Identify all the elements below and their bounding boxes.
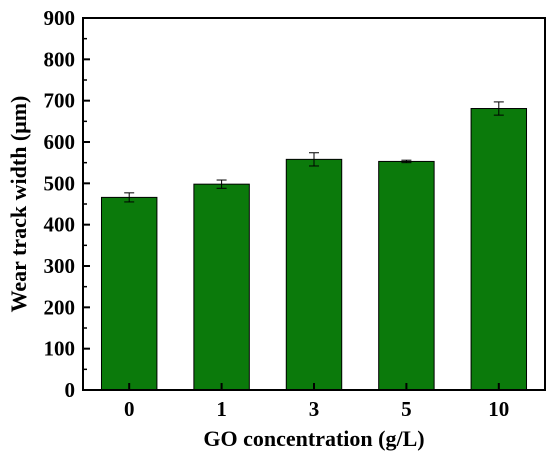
x-ticks-group: 0 1 3 5 10 (124, 383, 509, 421)
y-tick-label: 900 (44, 6, 76, 30)
bar-10 (470, 108, 528, 391)
error-bar-1 (216, 179, 227, 189)
y-tick-label: 300 (44, 254, 76, 278)
y-tick-label: 800 (44, 47, 76, 71)
error-bar-10 (493, 101, 504, 116)
y-tick-label: 400 (44, 213, 76, 237)
x-tick-label: 10 (488, 397, 509, 421)
y-ticks-group: 0 100 200 300 400 500 600 700 800 900 (44, 6, 90, 402)
y-tick-label: 0 (65, 378, 76, 402)
x-axis-title: GO concentration (g/L) (203, 426, 424, 451)
error-bar-3 (309, 152, 319, 167)
y-axis-title: Wear track width (μm) (6, 96, 31, 313)
y-tick-label: 600 (44, 130, 76, 154)
y-tick-label: 200 (44, 295, 76, 319)
plot-frame (82, 17, 546, 391)
bars-group (100, 108, 528, 391)
x-tick-label: 5 (401, 397, 412, 421)
bar-0 (100, 196, 158, 391)
error-bar-5 (401, 159, 412, 164)
y-tick-label: 700 (44, 89, 76, 113)
bar-3 (285, 158, 343, 391)
bar-1 (193, 183, 250, 391)
x-tick-label: 1 (216, 397, 227, 421)
error-bar-0 (124, 192, 135, 203)
y-tick-label: 100 (44, 337, 76, 361)
x-tick-label: 3 (309, 397, 320, 421)
x-tick-label: 0 (124, 397, 135, 421)
bar-5 (378, 160, 435, 391)
y-tick-label: 500 (44, 171, 76, 195)
error-bars-group (124, 101, 504, 203)
